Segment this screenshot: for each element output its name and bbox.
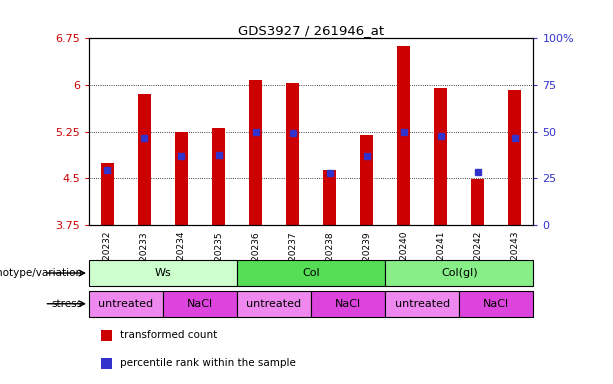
Text: percentile rank within the sample: percentile rank within the sample bbox=[120, 358, 295, 368]
Bar bbox=[459, 291, 533, 317]
Bar bbox=[89, 260, 237, 286]
Text: stress: stress bbox=[51, 299, 83, 309]
Bar bbox=[138, 94, 151, 225]
Text: untreated: untreated bbox=[246, 299, 302, 309]
Bar bbox=[323, 170, 336, 225]
Bar bbox=[101, 162, 114, 225]
Text: NaCl: NaCl bbox=[335, 299, 361, 309]
Bar bbox=[249, 80, 262, 225]
Bar bbox=[237, 291, 311, 317]
Text: transformed count: transformed count bbox=[120, 331, 217, 341]
Bar bbox=[237, 260, 385, 286]
Bar bbox=[508, 90, 521, 225]
Text: untreated: untreated bbox=[395, 299, 450, 309]
Bar bbox=[385, 291, 459, 317]
Bar bbox=[89, 291, 163, 317]
Bar bbox=[360, 135, 373, 225]
Bar bbox=[434, 88, 447, 225]
Bar bbox=[311, 291, 385, 317]
Bar bbox=[163, 291, 237, 317]
Bar bbox=[471, 179, 484, 225]
Text: Ws: Ws bbox=[154, 268, 171, 278]
Text: genotype/variation: genotype/variation bbox=[0, 268, 83, 278]
Text: NaCl: NaCl bbox=[483, 299, 509, 309]
Bar bbox=[175, 131, 188, 225]
Title: GDS3927 / 261946_at: GDS3927 / 261946_at bbox=[238, 24, 384, 37]
Bar bbox=[212, 128, 225, 225]
Bar bbox=[286, 83, 299, 225]
Text: Col(gl): Col(gl) bbox=[441, 268, 478, 278]
Text: untreated: untreated bbox=[98, 299, 153, 309]
Text: NaCl: NaCl bbox=[187, 299, 213, 309]
Bar bbox=[397, 46, 410, 225]
Text: Col: Col bbox=[302, 268, 320, 278]
Bar bbox=[385, 260, 533, 286]
